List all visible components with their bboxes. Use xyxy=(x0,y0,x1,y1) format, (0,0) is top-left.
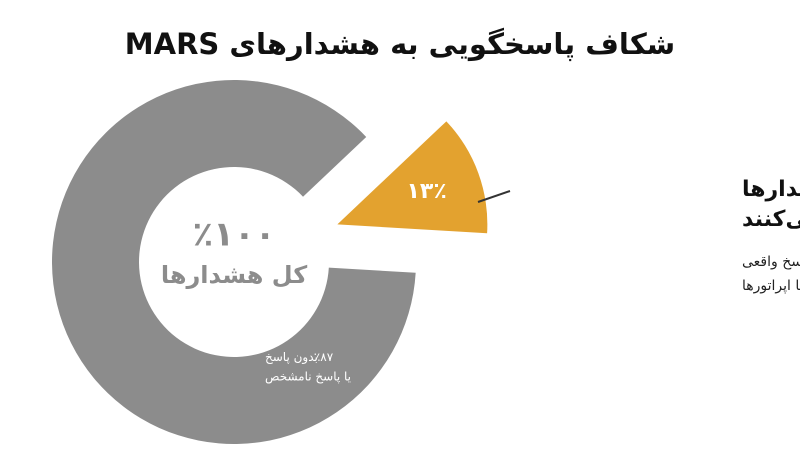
annotation-leader xyxy=(477,190,511,203)
total-label: ٪۱۰۰ xyxy=(192,215,275,255)
value-label: ۱۳٪ xyxy=(406,179,446,204)
annotation-text: از دولت‌ها یا اپراتورها xyxy=(742,278,800,294)
chart-title: شکاف پاسخگویی به هشدارهای MARS xyxy=(125,27,675,62)
annotation-text: هشدارها با پاسخ واقعی xyxy=(742,254,800,270)
slice-text: یا پاسخ نامشخص xyxy=(265,370,351,385)
slice xyxy=(52,79,416,445)
center-text: کل هشدارها xyxy=(161,261,307,289)
slice xyxy=(337,121,488,234)
annotation-heading: دریافت می‌کنند xyxy=(742,207,800,232)
value-label: ٪۸۷ xyxy=(314,350,334,364)
slice-label: ٪۸۷بدون پاسخ xyxy=(265,350,334,365)
annotation-heading: تنها ۱۳٪ از هشدارها xyxy=(742,177,800,202)
slice-text: بدون پاسخ xyxy=(265,350,318,365)
